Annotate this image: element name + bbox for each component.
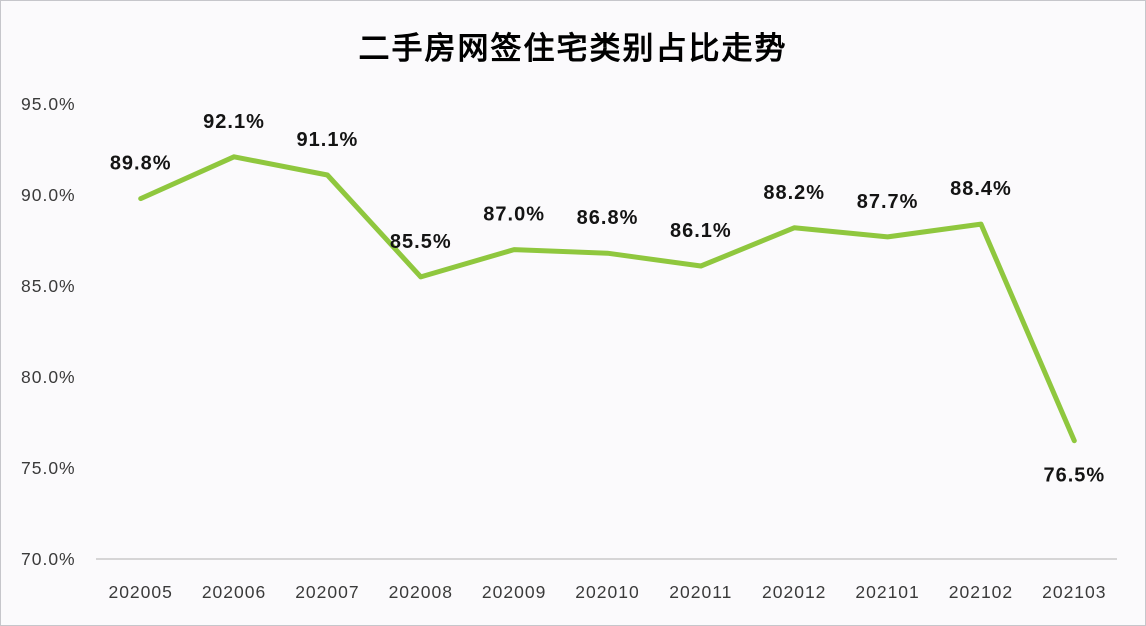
data-label: 92.1% — [203, 111, 265, 133]
x-tick-label: 202008 — [389, 582, 453, 602]
x-tick-label: 202103 — [1042, 582, 1106, 602]
y-tick-label: 95.0% — [21, 94, 76, 114]
data-label: 88.2% — [763, 182, 825, 204]
y-tick-label: 70.0% — [21, 549, 76, 569]
x-tick-label: 202102 — [949, 582, 1013, 602]
x-tick-label: 202006 — [202, 582, 266, 602]
data-label: 88.4% — [950, 178, 1012, 200]
x-tick-label: 202012 — [762, 582, 826, 602]
x-tick-label: 202011 — [669, 582, 732, 602]
x-tick-label: 202010 — [575, 582, 639, 602]
chart-title: 二手房网签住宅类别占比走势 — [358, 31, 788, 66]
x-tick-label: 202005 — [108, 582, 172, 602]
data-label: 85.5% — [390, 231, 452, 253]
y-tick-label: 80.0% — [21, 367, 76, 387]
data-label: 86.8% — [577, 207, 639, 229]
data-label: 87.7% — [857, 191, 919, 213]
data-label: 91.1% — [297, 129, 359, 151]
x-tick-label: 202007 — [295, 582, 359, 602]
data-label: 87.0% — [483, 204, 545, 226]
y-tick-label: 85.0% — [21, 276, 76, 296]
y-tick-label: 90.0% — [21, 185, 76, 205]
data-label: 86.1% — [670, 220, 732, 242]
data-label: 76.5% — [1043, 465, 1105, 487]
trend-line — [138, 154, 1077, 444]
x-tick-label: 202101 — [855, 582, 919, 602]
data-label: 89.8% — [110, 153, 172, 175]
y-tick-label: 75.0% — [21, 458, 76, 478]
x-tick-label: 202009 — [482, 582, 546, 602]
